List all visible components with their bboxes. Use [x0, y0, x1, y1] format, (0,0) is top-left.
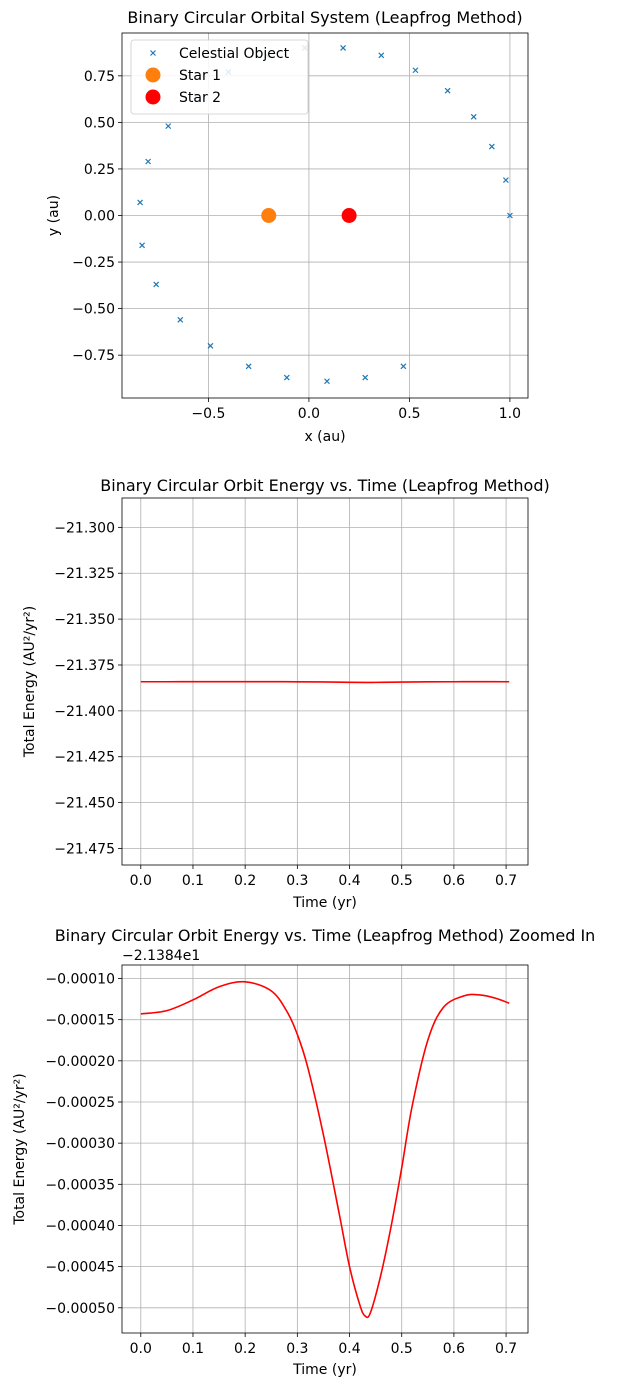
- y-tick-label: −0.50: [72, 302, 115, 318]
- orbit-point: [153, 281, 160, 288]
- orbit-point: [177, 316, 184, 323]
- orbit-point: [137, 199, 144, 206]
- y-offset-label: −2.1384e1: [122, 948, 200, 964]
- x-tick-label: 0.5: [391, 873, 413, 889]
- chart-title: Binary Circular Orbital System (Leapfrog…: [127, 8, 522, 27]
- orbit-point: [502, 177, 509, 184]
- y-tick-label: −21.400: [54, 704, 115, 720]
- x-tick-label: 0.5: [398, 406, 420, 422]
- plot-area: [140, 980, 510, 1319]
- x-tick-label: 0.1: [182, 873, 204, 889]
- energy-zoomed-plot: 0.0 0.1 0.2 0.3 0.4 0.5 0.6 0.7 −0.00010 −0.00015…: [12, 926, 595, 1378]
- y-tick-label: 0.50: [84, 115, 115, 131]
- y-tick-label: −21.475: [54, 841, 115, 857]
- y-tick-label: −21.450: [54, 796, 115, 812]
- x-tick-label: 0.3: [286, 873, 308, 889]
- legend-label: Star 1: [179, 68, 221, 84]
- y-tick-label: 0.00: [84, 209, 115, 225]
- series-line: [140, 980, 510, 1319]
- y-tick-label: 0.75: [84, 69, 115, 85]
- y-tick-label: −21.325: [54, 566, 115, 582]
- y-tick-label: −0.00030: [45, 1136, 115, 1152]
- x-axis-label: Time (yr): [292, 1362, 357, 1378]
- y-tick-label: −0.00010: [45, 972, 115, 988]
- star-point: [341, 208, 357, 223]
- y-tick-label: −0.00045: [45, 1260, 115, 1276]
- orbit-point: [400, 363, 407, 370]
- star-point: [261, 208, 277, 223]
- orbit-point: [444, 87, 451, 94]
- y-tick-label: −0.00015: [45, 1013, 115, 1029]
- y-axis-label: y (au): [46, 195, 62, 236]
- legend-box: [130, 39, 309, 115]
- x-tick-label: 0.3: [286, 1341, 308, 1357]
- orbit-point: [165, 123, 172, 130]
- orbit-point: [324, 378, 330, 385]
- orbit-point: [362, 374, 369, 381]
- legend-marker: [150, 50, 156, 56]
- energy-plot: 0.0 0.1 0.2 0.3 0.4 0.5 0.6 0.7 −21.300 −21.325 −2…: [22, 476, 550, 911]
- y-tick-label: 0.25: [84, 162, 115, 178]
- legend-label: Star 2: [179, 90, 221, 106]
- x-tick-label: 0.0: [130, 1341, 152, 1357]
- axes-frame: [121, 964, 529, 1334]
- orbit-point: [340, 44, 347, 51]
- orbit-point: [470, 113, 477, 120]
- legend: Celestial Object Star 1 Star 2: [130, 39, 309, 115]
- y-tick-label: −0.00020: [45, 1054, 115, 1070]
- y-tick-label: −0.00035: [45, 1177, 115, 1193]
- orbit-point: [412, 67, 419, 74]
- orbit-plot: −0.5 0.0 0.5 1.0 −0.75 −0.50 −0.25 0.00 0.25 0.50…: [46, 8, 529, 445]
- y-tick-label: −21.375: [54, 658, 115, 674]
- y-tick-label: −0.00050: [45, 1301, 115, 1317]
- x-tick-label: −0.5: [191, 406, 225, 422]
- x-tick-label: 0.6: [443, 873, 465, 889]
- axes-frame: [121, 32, 529, 399]
- legend-marker: [145, 89, 161, 105]
- x-tick-label: 1.0: [499, 406, 521, 422]
- x-tick-label: 0.7: [495, 1341, 517, 1357]
- orbit-point: [207, 342, 214, 349]
- y-tick-label: −21.425: [54, 750, 115, 766]
- legend-label: Celestial Object: [179, 46, 290, 62]
- y-tick-label: −21.350: [54, 612, 115, 628]
- orbit-point: [283, 374, 290, 381]
- y-tick-label: −21.300: [54, 520, 115, 536]
- x-tick-label: 0.0: [298, 406, 320, 422]
- x-tick-label: 0.7: [495, 873, 517, 889]
- plot-area: [140, 680, 510, 684]
- y-axis-label: Total Energy (AU²/yr²): [22, 606, 38, 758]
- x-tick-label: 0.4: [338, 873, 360, 889]
- orbit-point: [488, 143, 495, 150]
- x-tick-label: 0.1: [182, 1341, 204, 1357]
- y-tick-label: −0.75: [72, 348, 115, 364]
- chart-title: Binary Circular Orbit Energy vs. Time (L…: [55, 926, 596, 945]
- y-tick-label: −0.00040: [45, 1218, 115, 1234]
- series-line: [140, 680, 510, 684]
- y-axis-label: Total Energy (AU²/yr²): [12, 1073, 28, 1225]
- axes-frame: [121, 497, 529, 866]
- orbit-point: [145, 158, 152, 165]
- orbit-point: [139, 242, 146, 249]
- x-tick-label: 0.2: [234, 1341, 256, 1357]
- y-tick-label: −0.25: [72, 255, 115, 271]
- x-tick-label: 0.4: [338, 1341, 360, 1357]
- legend-marker: [145, 67, 161, 83]
- y-tick-label: −0.00025: [45, 1095, 115, 1111]
- x-tick-label: 0.0: [130, 873, 152, 889]
- x-tick-label: 0.5: [391, 1341, 413, 1357]
- x-tick-label: 0.2: [234, 873, 256, 889]
- chart-title: Binary Circular Orbit Energy vs. Time (L…: [100, 476, 549, 495]
- x-axis-label: Time (yr): [292, 895, 357, 911]
- orbit-point: [378, 52, 385, 59]
- orbit-point: [245, 363, 252, 370]
- x-tick-label: 0.6: [443, 1341, 465, 1357]
- x-axis-label: x (au): [304, 429, 345, 445]
- orbit-point: [506, 212, 513, 219]
